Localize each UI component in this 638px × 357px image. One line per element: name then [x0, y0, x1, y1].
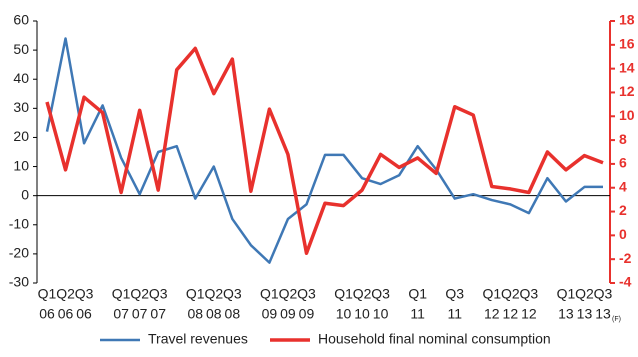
- y2-tick-label: 8: [619, 131, 627, 147]
- x-tick-label: 12: [484, 306, 500, 322]
- x-tick-label: Q1: [557, 286, 576, 302]
- x-tick-label: Q1: [38, 286, 57, 302]
- x-tick-label: 10: [373, 306, 389, 322]
- x-tick-label: 10: [354, 306, 370, 322]
- y2-tick-label: 12: [619, 83, 635, 99]
- x-tick-label: Q2: [279, 286, 298, 302]
- x-tick-label: 11: [410, 306, 425, 322]
- x-tick-label: 08: [225, 306, 241, 322]
- y-tick-label: 10: [13, 157, 29, 173]
- x-tick-label: 06: [39, 306, 55, 322]
- legend-label: Travel revenues: [148, 331, 248, 347]
- x-tick-label: 13: [558, 306, 574, 322]
- x-tick-label: Q1: [260, 286, 279, 302]
- x-tick-label: Q3: [297, 286, 316, 302]
- x-tick-label: Q1: [334, 286, 353, 302]
- y2-tick-label: 4: [619, 178, 627, 194]
- x-tick-label: Q1: [408, 286, 427, 302]
- x-tick-label: 07: [150, 306, 166, 322]
- y-tick-label: 60: [13, 12, 29, 28]
- x-tick-label: Q1: [186, 286, 205, 302]
- x-tick-label: 09: [262, 306, 278, 322]
- x-tick-label: 12: [503, 306, 519, 322]
- x-tick-label: Q2: [353, 286, 372, 302]
- x-tick-label: 12: [521, 306, 537, 322]
- x-tick-label: Q2: [130, 286, 149, 302]
- x-tick-label: Q3: [594, 286, 613, 302]
- y2-tick-label: 6: [619, 155, 627, 171]
- x-tick-label: Q3: [371, 286, 390, 302]
- x-tick-label: Q3: [149, 286, 168, 302]
- x-tick-label: Q3: [75, 286, 94, 302]
- x-tick-label: Q2: [501, 286, 520, 302]
- series-line: [45, 46, 604, 255]
- y2-tick-label: 14: [619, 59, 635, 75]
- x-tick-label: Q1: [112, 286, 131, 302]
- x-tick-label: 06: [58, 306, 74, 322]
- y-tick-label: -30: [9, 274, 29, 290]
- y-tick-label: 20: [13, 128, 29, 144]
- x-tick-label: 08: [187, 306, 203, 322]
- x-tick-label: Q3: [223, 286, 242, 302]
- x-tick-label: 09: [280, 306, 296, 322]
- y2-tick-label: 10: [619, 107, 635, 123]
- y2-tick-label: -4: [619, 274, 632, 290]
- y-tick-label: -10: [9, 215, 29, 231]
- y2-tick-label: 0: [619, 226, 627, 242]
- x-tick-label: Q2: [575, 286, 594, 302]
- x-tick-label: Q2: [204, 286, 223, 302]
- x-tick-label: 08: [206, 306, 222, 322]
- y2-tick-label: 18: [619, 12, 635, 28]
- y-tick-label: 40: [13, 70, 29, 86]
- x-tick-label: Q3: [520, 286, 539, 302]
- y-tick-label: -20: [9, 245, 29, 261]
- x-tick-label: 13: [577, 306, 593, 322]
- y-tick-label: 30: [13, 99, 29, 115]
- x-tick-label: 09: [299, 306, 315, 322]
- x-tick-label: Q2: [56, 286, 75, 302]
- x-tick-label: 11: [447, 306, 462, 322]
- y2-tick-label: 2: [619, 202, 627, 218]
- x-tick-label: 07: [113, 306, 129, 322]
- y-tick-label: 0: [21, 186, 29, 202]
- series-line: [45, 37, 603, 264]
- y2-tick-label: 16: [619, 36, 635, 52]
- y2-tick-label: -2: [619, 250, 632, 266]
- x-tick-label: 06: [76, 306, 92, 322]
- x-tick-label: 13: [595, 306, 611, 322]
- x-tick-label: 07: [132, 306, 148, 322]
- x-tick-label: Q3: [445, 286, 464, 302]
- x-tick-label: Q1: [482, 286, 501, 302]
- y-tick-label: 50: [13, 41, 29, 57]
- x-tick-note: (F): [612, 316, 621, 323]
- legend-label: Household final nominal consumption: [318, 331, 551, 347]
- x-tick-label: 10: [336, 306, 352, 322]
